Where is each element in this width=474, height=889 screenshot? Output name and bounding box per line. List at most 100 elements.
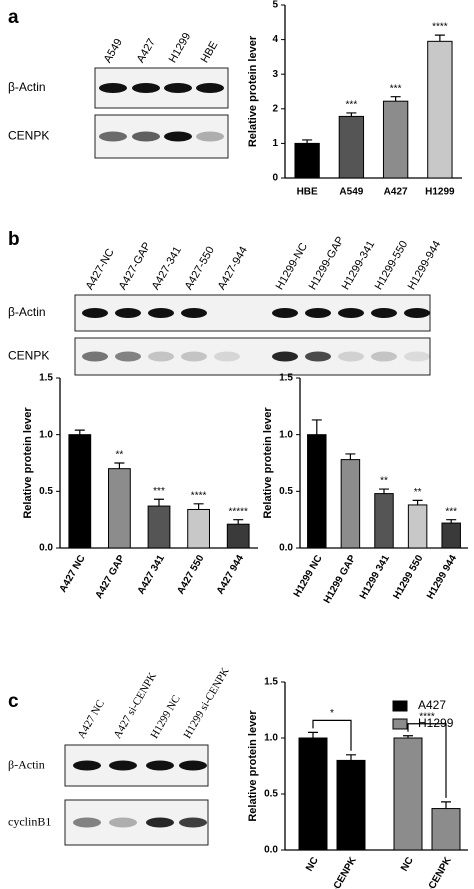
- error-bar: [434, 34, 445, 42]
- x-tick-label: H1299 944: [425, 553, 459, 601]
- bar: [338, 115, 365, 179]
- significance: ****: [432, 22, 448, 33]
- blot-band: [404, 351, 430, 362]
- x-tick-label: NC: [399, 855, 416, 873]
- blot-band: [132, 131, 160, 142]
- y-tick-label: 1.5: [264, 677, 278, 688]
- error-bar: [446, 519, 457, 524]
- y-tick-label: 1.0: [264, 733, 278, 744]
- error-bar: [154, 498, 164, 507]
- y-axis-label: Relative protein lever: [247, 710, 259, 822]
- blot-label: CENPK: [8, 129, 49, 143]
- y-tick-label: 2: [272, 103, 278, 114]
- significance: ***: [346, 100, 358, 111]
- bar: [427, 40, 453, 179]
- blot-label: β-Actin: [8, 757, 45, 771]
- blot-label: CENPK: [8, 349, 49, 363]
- x-tick-label: H1299 550: [391, 553, 425, 601]
- bar: [108, 468, 131, 549]
- y-axis-label: Relative protein lever: [262, 407, 274, 519]
- error-bar: [441, 801, 451, 809]
- error-bar: [379, 488, 389, 494]
- significance-bracket: [312, 719, 352, 751]
- x-tick-label: H1299 NC: [292, 553, 325, 599]
- error-bar: [308, 731, 318, 738]
- significance: **: [116, 450, 124, 461]
- blot-band: [164, 83, 192, 93]
- significance: ***: [153, 486, 165, 497]
- blot-band: [148, 351, 174, 362]
- lane-label: H1299-550: [373, 239, 411, 292]
- error-bar: [345, 453, 356, 460]
- y-tick-label: 0.5: [279, 486, 293, 497]
- lane-label: A427-550: [183, 245, 217, 292]
- lane-label: HBE: [199, 39, 221, 65]
- error-bar: [74, 429, 85, 435]
- blot-band: [115, 351, 141, 362]
- significance: ****: [419, 711, 435, 722]
- blot-band: [371, 308, 397, 318]
- blot-band: [181, 351, 207, 362]
- x-tick-label: H1299 341: [358, 553, 392, 601]
- x-tick-label: H1299 GAP: [322, 553, 359, 605]
- blot-band: [115, 308, 141, 318]
- y-tick-label: 0.0: [264, 845, 278, 856]
- error-bar: [193, 503, 204, 510]
- lane-label: A427: [135, 37, 158, 65]
- bar: [307, 434, 327, 549]
- blot-band: [146, 760, 174, 771]
- x-tick-label: si-CENPK: [326, 855, 359, 889]
- x-tick-label: NC: [304, 855, 321, 873]
- significance: *: [330, 708, 334, 719]
- blot-band: [82, 351, 108, 362]
- bar: [336, 759, 366, 851]
- significance-bracket: [407, 723, 447, 798]
- blot-band: [338, 351, 364, 362]
- blot-band: [404, 308, 430, 318]
- blot-band: [338, 308, 364, 318]
- x-tick-label: A427 550: [175, 553, 206, 596]
- blot-band: [179, 817, 207, 828]
- bar: [393, 737, 423, 851]
- blot-label: β-Actin: [8, 305, 46, 319]
- y-tick-label: 1.5: [279, 373, 293, 384]
- blot-band: [99, 131, 127, 142]
- bar: [431, 808, 461, 851]
- blot-band: [164, 131, 192, 142]
- y-tick-label: 3: [272, 69, 278, 80]
- blot-band: [196, 83, 224, 93]
- panel-label: c: [8, 691, 19, 712]
- bar: [407, 504, 428, 549]
- error-bar: [302, 139, 313, 144]
- error-bar: [412, 499, 423, 505]
- lane-label: A427-GAP: [117, 240, 154, 292]
- significance: ****: [191, 490, 207, 501]
- lane-label: A549: [102, 37, 125, 65]
- legend-label: H1299: [418, 716, 454, 730]
- y-axis-label: Relative protein lever: [22, 407, 34, 519]
- bar: [441, 522, 461, 549]
- blot-band: [179, 760, 207, 771]
- blot-band: [214, 351, 240, 362]
- significance: **: [414, 487, 422, 498]
- lane-label: H1299-NC: [274, 241, 310, 292]
- blot-band: [272, 351, 298, 362]
- significance: *****: [228, 506, 248, 517]
- x-tick-label: A427: [384, 187, 408, 198]
- x-tick-label: A549: [339, 187, 363, 198]
- significance: **: [380, 476, 388, 487]
- y-tick-label: 1: [272, 138, 278, 149]
- lane-label: H1299: [167, 31, 194, 65]
- blot-band: [82, 308, 108, 318]
- error-bar: [346, 112, 357, 117]
- x-tick-label: si-CENPK: [421, 855, 454, 889]
- y-axis-label: Relative protein lever: [247, 35, 259, 147]
- blot-band: [132, 83, 160, 93]
- blot-label: β-Actin: [8, 80, 46, 94]
- blot-band: [73, 760, 101, 771]
- blot-band: [196, 131, 224, 142]
- lane-label: H1299-944: [406, 239, 444, 292]
- blot-label: cyclinB1: [8, 814, 51, 828]
- x-tick-label: A427 944: [215, 553, 246, 596]
- legend-label: A427: [418, 698, 446, 712]
